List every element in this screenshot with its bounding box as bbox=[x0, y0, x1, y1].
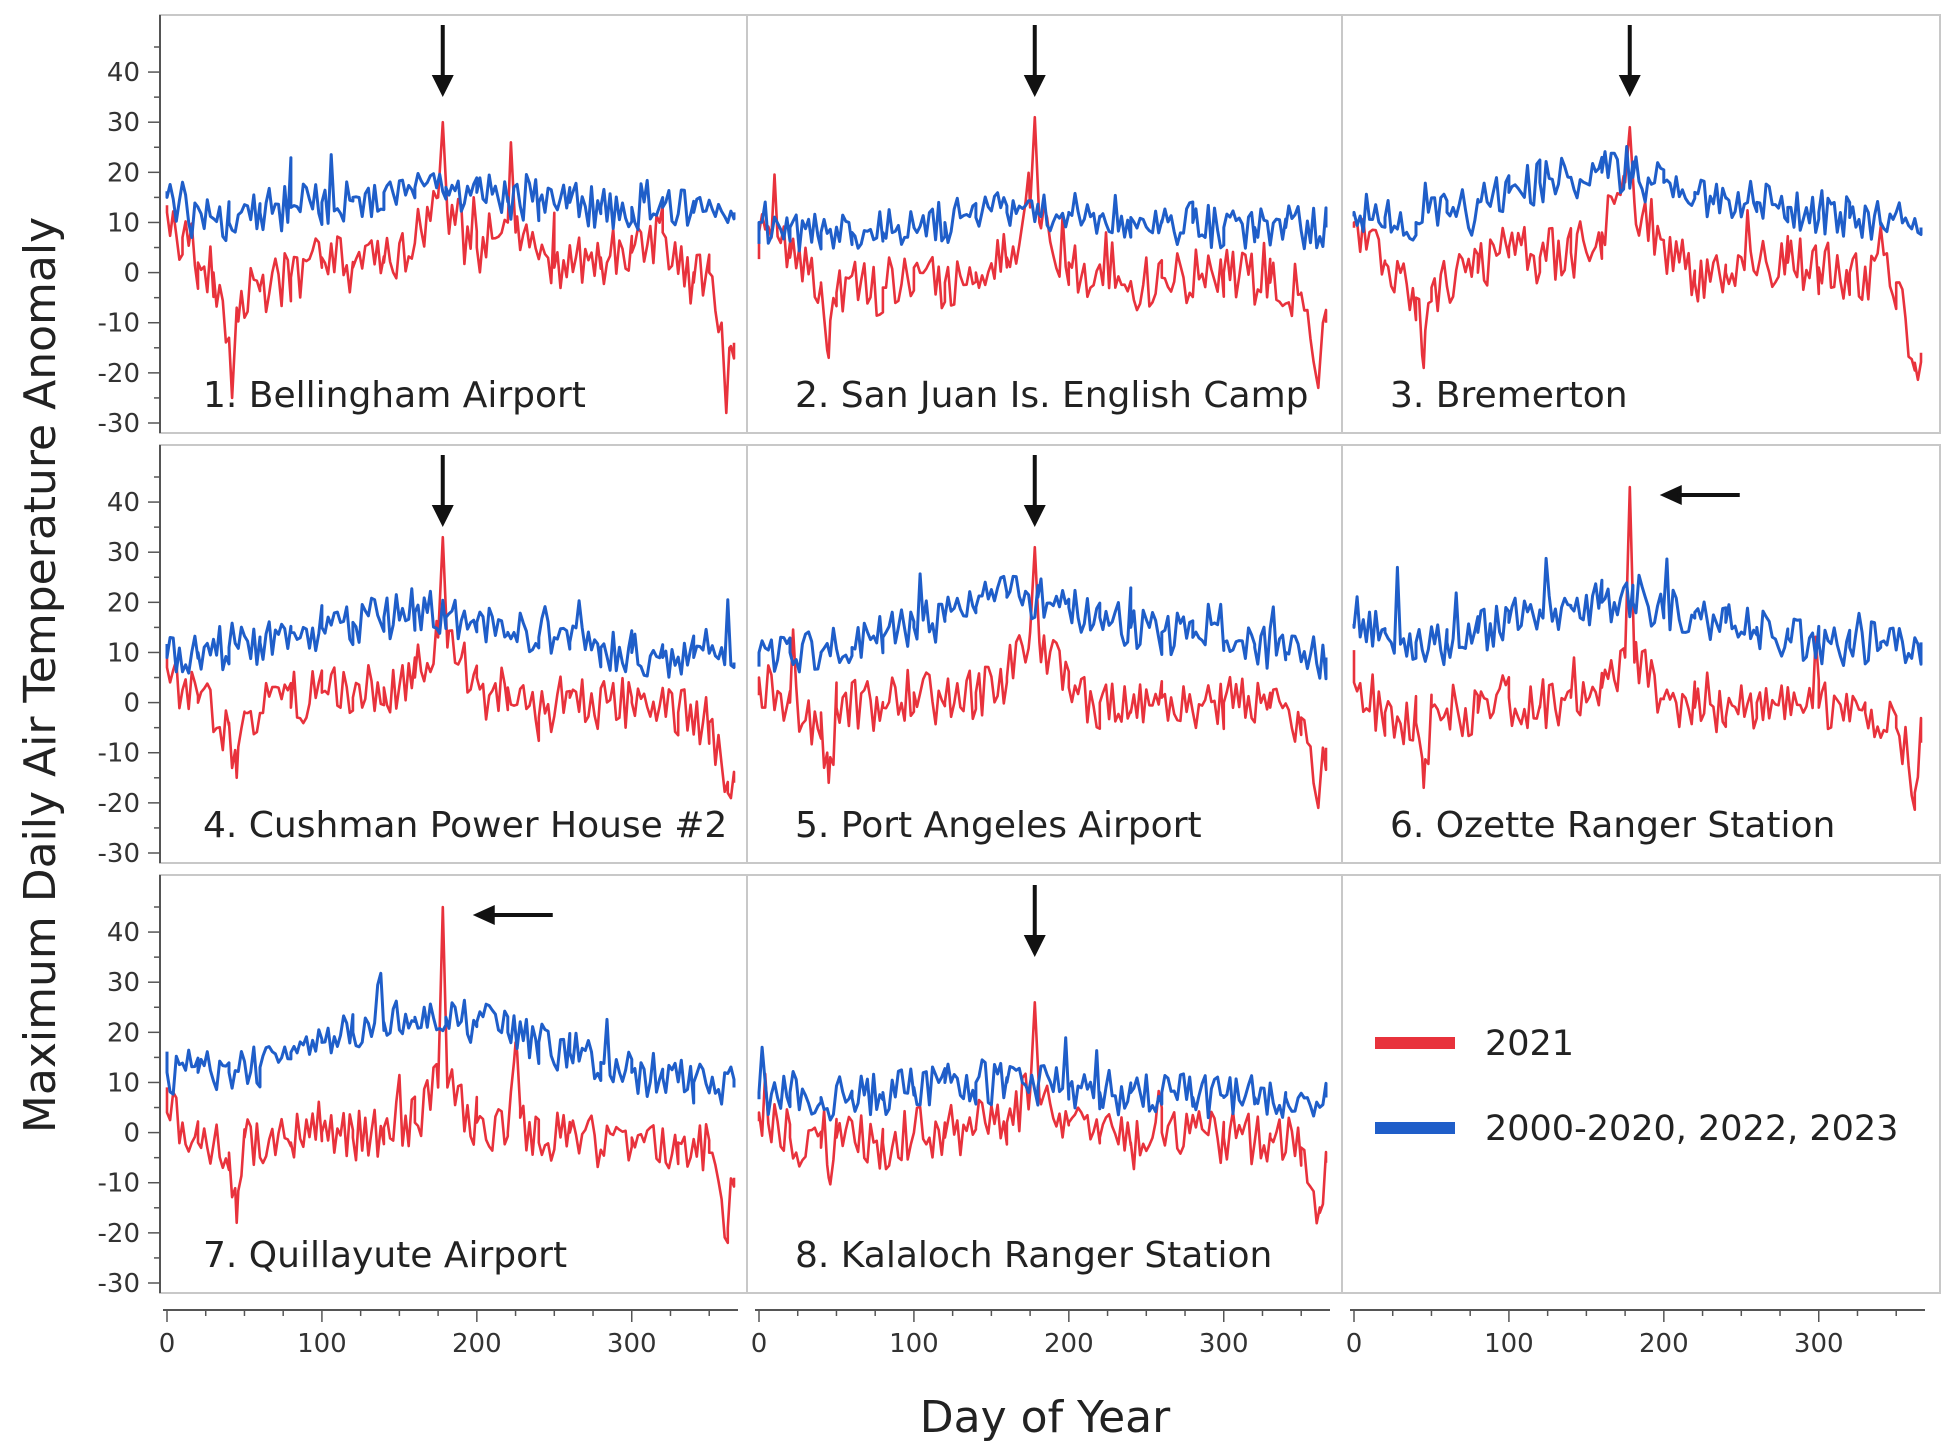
y-tick-label: 30 bbox=[107, 538, 140, 568]
panel-title: 5. Port Angeles Airport bbox=[795, 805, 1202, 846]
y-tick-label: 20 bbox=[107, 588, 140, 618]
series-line-2021 bbox=[757, 545, 1328, 810]
peak-arrow-head bbox=[1023, 75, 1046, 97]
y-tick-label: -20 bbox=[98, 1219, 140, 1249]
panel-titles: 1. Bellingham Airport 2. San Juan Is. Eng… bbox=[203, 375, 1835, 1276]
x-tick-label: 100 bbox=[297, 1329, 347, 1359]
panel-title: 7. Quillayute Airport bbox=[203, 1235, 567, 1276]
series-line-baseline bbox=[165, 587, 736, 679]
x-tick-label: 0 bbox=[159, 1329, 176, 1359]
series-line-baseline bbox=[165, 153, 736, 243]
panel-plot bbox=[165, 120, 736, 415]
y-tick-label: -30 bbox=[98, 1269, 140, 1299]
x-tick-label: 300 bbox=[607, 1329, 657, 1359]
panel-title: 2. San Juan Is. English Camp bbox=[795, 375, 1309, 416]
panel-title: 1. Bellingham Airport bbox=[203, 375, 586, 416]
peak-arrow-head bbox=[1023, 505, 1046, 527]
peak-arrow-head bbox=[1659, 485, 1682, 506]
panel-plot bbox=[165, 535, 736, 800]
x-tick-label: 100 bbox=[889, 1329, 939, 1359]
x-tick-label: 200 bbox=[1639, 1329, 1689, 1359]
y-tick-label: 30 bbox=[107, 108, 140, 138]
y-tick-label: 40 bbox=[107, 488, 140, 518]
peak-arrow-head bbox=[431, 75, 454, 97]
y-tick-label: -20 bbox=[98, 789, 140, 819]
y-tick-label: 0 bbox=[123, 259, 140, 289]
x-tick-label: 100 bbox=[1484, 1329, 1534, 1359]
peak-arrow-head bbox=[431, 505, 454, 527]
y-tick-label: 20 bbox=[107, 1018, 140, 1048]
panel-plot bbox=[757, 545, 1328, 810]
legend-label-2021: 2021 bbox=[1485, 1024, 1574, 1064]
series-line-2021 bbox=[165, 120, 736, 415]
y-tick-label: 40 bbox=[107, 58, 140, 88]
x-tick-label: 200 bbox=[1044, 1329, 1094, 1359]
x-axis-label: Day of Year bbox=[920, 1392, 1171, 1443]
x-axes: 0 100 200 300 0 100 200 300 0 100 200 300 bbox=[159, 1309, 1925, 1359]
panel-plot bbox=[757, 1001, 1328, 1225]
y-tick-label: -30 bbox=[98, 839, 140, 869]
y-tick-label: 10 bbox=[107, 638, 140, 668]
series-line-baseline bbox=[1352, 556, 1923, 667]
series-line-baseline bbox=[757, 191, 1328, 253]
panel-plot bbox=[757, 115, 1328, 390]
panel-title: 6. Ozette Ranger Station bbox=[1390, 805, 1835, 846]
series-line-baseline bbox=[165, 971, 736, 1106]
x-tick-label: 0 bbox=[1346, 1329, 1363, 1359]
y-tick-label: 0 bbox=[123, 689, 140, 719]
series-line-baseline bbox=[1352, 145, 1923, 242]
y-axis-label: Maximum Daily Air Temperature Anomaly bbox=[15, 217, 66, 1133]
y-tick-label: -10 bbox=[98, 739, 140, 769]
y-tick-label: -30 bbox=[98, 409, 140, 439]
series-line-2021 bbox=[1352, 485, 1923, 811]
panel-plot bbox=[165, 905, 736, 1245]
y-tick-label: 30 bbox=[107, 968, 140, 998]
panel-plot bbox=[1352, 485, 1923, 811]
y-tick-label: 40 bbox=[107, 918, 140, 948]
series-line-2021 bbox=[165, 905, 736, 1245]
y-tick-label: -10 bbox=[98, 1169, 140, 1199]
legend: 2021 2000-2020, 2022, 2023 bbox=[1375, 1024, 1898, 1149]
x-tick-label: 200 bbox=[452, 1329, 502, 1359]
x-tick-label: 300 bbox=[1794, 1329, 1844, 1359]
peak-arrow-head bbox=[1618, 75, 1641, 97]
panel-frame bbox=[1341, 14, 1941, 434]
y-axes: -30 -20 -10 0 10 20 30 40 -30 -20 -10 0 10 20 30 40 -30 -… bbox=[98, 15, 161, 1299]
panel-frame bbox=[1341, 874, 1941, 1294]
peak-arrows bbox=[431, 25, 1740, 957]
y-tick-label: -10 bbox=[98, 309, 140, 339]
y-tick-label: 0 bbox=[123, 1119, 140, 1149]
panel-title: 8. Kalaloch Ranger Station bbox=[795, 1235, 1272, 1276]
panel-title: 3. Bremerton bbox=[1390, 375, 1628, 416]
series-line-baseline bbox=[757, 1036, 1328, 1122]
peak-arrow-head bbox=[1023, 935, 1046, 957]
panel-title: 4. Cushman Power House #2 bbox=[203, 805, 727, 846]
series-layer bbox=[165, 115, 1923, 1245]
y-tick-label: 10 bbox=[107, 1068, 140, 1098]
panel-plot bbox=[1352, 125, 1923, 382]
series-line-2021 bbox=[165, 535, 736, 800]
series-line-baseline bbox=[757, 572, 1328, 681]
panel-frame bbox=[1341, 444, 1941, 864]
series-line-2021 bbox=[1352, 125, 1923, 382]
x-tick-label: 0 bbox=[751, 1329, 768, 1359]
y-tick-label: -20 bbox=[98, 359, 140, 389]
peak-arrow-head bbox=[472, 905, 495, 925]
y-tick-label: 20 bbox=[107, 158, 140, 188]
legend-label-baseline: 2000-2020, 2022, 2023 bbox=[1485, 1109, 1898, 1149]
x-tick-label: 300 bbox=[1199, 1329, 1249, 1359]
y-tick-label: 10 bbox=[107, 208, 140, 238]
